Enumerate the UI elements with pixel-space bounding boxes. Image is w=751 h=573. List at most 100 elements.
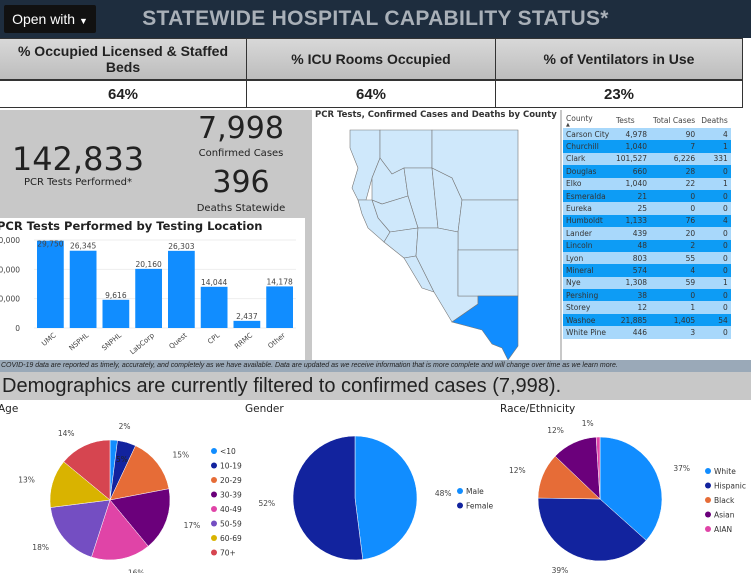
col-deaths[interactable]: Deaths [701,115,728,125]
chevron-down-icon: ▼ [79,16,88,26]
county-white-pine [457,199,519,251]
legend-marker [705,497,711,503]
deaths-cell: 0 [723,303,728,313]
county-table: County ▲ Tests Total Cases Deaths Carson … [562,108,751,360]
table-row[interactable]: Mineral 574 4 0 [563,264,731,277]
table-row[interactable]: Pershing 38 0 0 [563,289,731,302]
table-row[interactable]: Nye 1,308 59 1 [563,276,731,290]
pie-slice-2029 [109,445,170,501]
cases-cell: 4 [690,265,696,275]
deaths-cell: 4 [723,216,728,226]
table-row[interactable]: Humboldt 1,133 76 4 [563,214,731,228]
bar-other [266,286,293,328]
cases-cell: 22 [685,179,696,189]
county-name: Elko [566,179,582,189]
pcr-by-location-chart: PCR Tests Performed by Testing Location … [0,218,305,360]
pie-data-label: 39% [552,566,569,573]
legend-label: 60-69 [220,534,242,543]
legend-marker [211,549,217,556]
pie-slice-4049 [91,499,149,561]
tests-cell: 574 [632,265,648,275]
y-tick-label: 10,000 [0,295,20,304]
table-row[interactable]: Washoe 21,885 1,405 54 [563,313,731,327]
tests-cell: 446 [632,327,648,337]
pcr-tests-value: 142,833 [11,140,145,178]
y-tick-label: 20,000 [0,265,20,274]
table-row[interactable]: Elko 1,040 22 1 [563,177,731,190]
deaths-cell: 0 [723,241,728,251]
table-row[interactable]: Eureka 25 0 0 [563,202,731,215]
county-name: White Pine [566,327,607,337]
table-row[interactable]: White Pine 446 3 0 [563,326,731,339]
legend-label: 10-19 [220,462,242,471]
county-lincoln [457,249,519,297]
data-label: 2,437 [236,312,258,321]
pie-data-label: 12% [547,426,564,435]
legend-label: AIAN [714,525,732,534]
pie-data-label: 15% [172,451,189,460]
tests-cell: 439 [632,228,648,238]
cases-cell: 2 [690,241,696,251]
legend-label: 70+ [220,549,236,558]
y-tick-label: 0 [15,324,20,333]
table-row[interactable]: Carson City 4,978 90 4 [563,128,731,141]
county-name: Douglas [566,166,597,176]
county-name: Churchill [566,142,599,152]
pie-data-label: 16% [128,569,145,573]
deaths-label: Deaths Statewide [196,203,286,214]
table-row[interactable]: Douglas 660 28 0 [563,165,731,178]
legend-label: 30-39 [220,491,242,500]
table-row[interactable]: Clark 101,527 6,226 331 [563,152,731,166]
bar-snphl [102,299,130,328]
tests-cell: 38 [637,290,648,300]
tests-cell: 21 [637,191,648,201]
age-chart-title: Age [0,403,19,415]
pie-data-label: 18% [32,543,49,552]
table-row[interactable]: Churchill 1,040 7 1 [563,140,731,153]
bar-labcorp [135,268,162,328]
county-name: Carson City [566,129,610,139]
data-disclaimer: COVID-19 data are reported as timely, ac… [0,360,751,372]
col-total-cases[interactable]: Total Cases [653,115,696,125]
legend-marker [211,535,217,541]
pie-slice-5059 [50,499,111,558]
legend-label: 50-59 [220,520,242,529]
county-name: Humboldt [566,216,603,226]
cases-cell: 6,226 [673,154,696,164]
table-row[interactable]: Esmeralda 21 0 0 [563,189,731,203]
table-row[interactable]: Storey 12 1 0 [563,301,731,314]
dashboard-title: STATEWIDE HOSPITAL CAPABILITY STATUS* [0,0,751,38]
table-row[interactable]: Lincoln 48 2 0 [563,239,731,252]
county-clark [451,295,519,360]
legend-marker [705,511,711,518]
cases-cell: 1,405 [673,315,696,325]
col-county[interactable]: County ▲ [563,112,613,128]
pie-data-label: 5% [116,455,128,464]
legend-marker [211,520,217,527]
cases-cell: 1 [690,303,696,313]
county-name: Lincoln [566,241,593,251]
county-humboldt [379,129,433,175]
legend-marker [457,502,463,509]
x-tick-label: RRMC [233,331,254,350]
x-tick-label: NSPHL [68,331,91,352]
cases-cell: 20 [685,228,696,238]
open-with-button[interactable]: Open with ▼ [4,5,96,33]
pie-slice-female [292,435,364,561]
cases-cell: 90 [685,129,696,139]
deaths-cell: 1 [723,179,728,189]
legend-marker [705,526,711,532]
header-ventilators: % of Ventilators in Use [495,38,743,80]
table-row[interactable]: Lyon 803 55 0 [563,251,731,265]
table-row[interactable]: Lander 439 20 0 [563,227,731,240]
deaths-cell: 1 [723,142,728,152]
tests-cell: 1,040 [625,179,648,189]
tests-cell: 660 [632,166,648,176]
pie-data-label: 37% [673,464,690,473]
deaths-cell: 54 [718,315,728,325]
col-tests[interactable]: Tests [616,115,635,125]
bar-cpl [200,286,228,328]
header-beds: % Occupied Licensed & Staffed Beds [0,38,247,80]
nevada-map[interactable] [312,108,560,360]
legend-label: Asian [714,511,735,520]
